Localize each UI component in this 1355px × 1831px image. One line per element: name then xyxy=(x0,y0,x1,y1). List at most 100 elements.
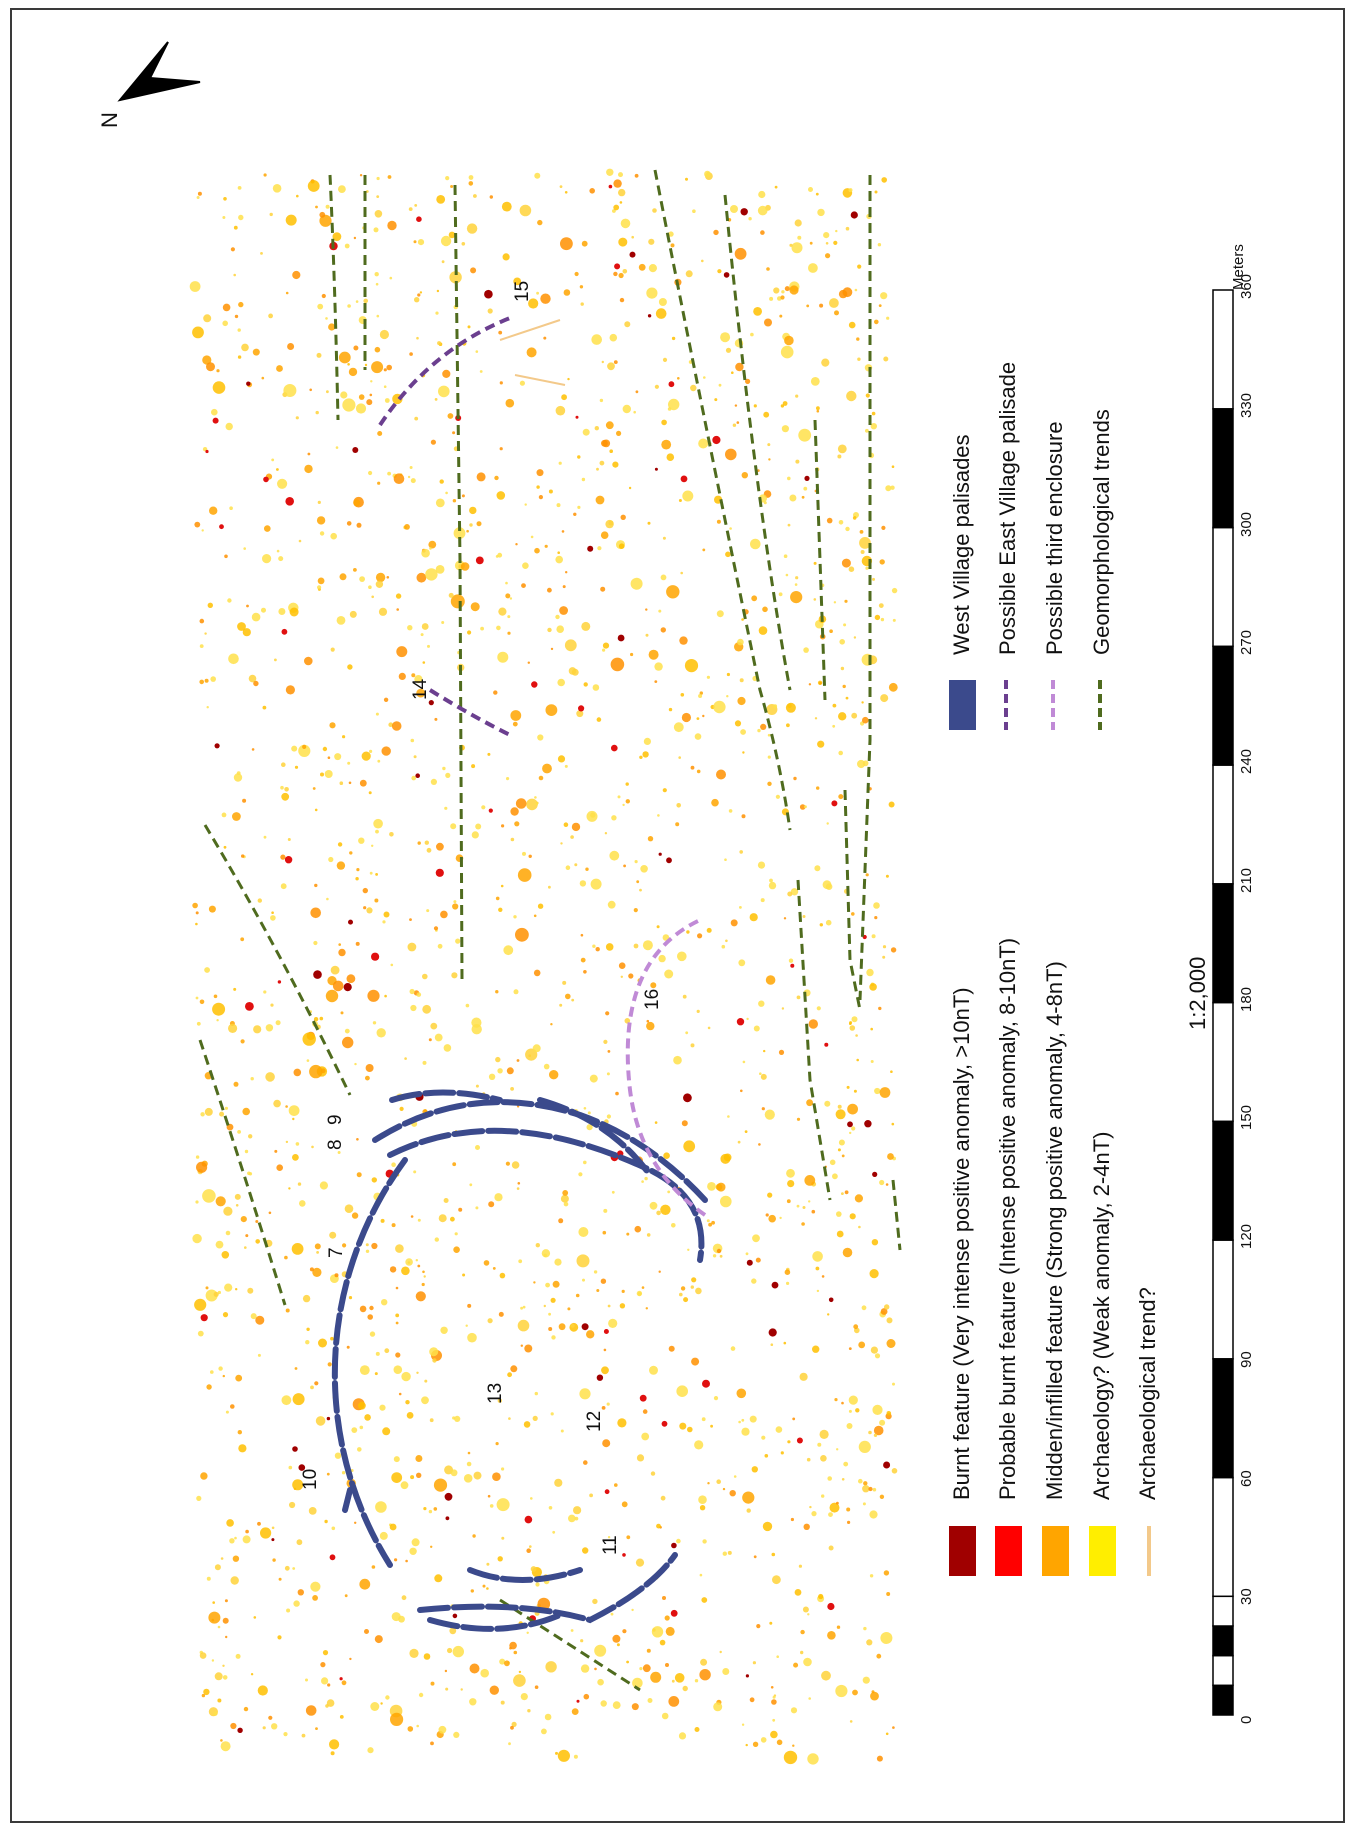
anomaly-dot xyxy=(819,923,823,927)
anomaly-dot xyxy=(365,1064,374,1072)
anomaly-dot xyxy=(245,1529,249,1534)
anomaly-dot xyxy=(454,1232,458,1236)
anomaly-dot xyxy=(280,785,284,790)
anomaly-dot xyxy=(534,1685,539,1689)
anomaly-dot xyxy=(668,398,680,411)
anomaly-dot xyxy=(326,897,329,901)
anomaly-dot xyxy=(721,944,726,949)
anomaly-dot xyxy=(641,1432,650,1441)
anomaly-dot xyxy=(526,347,537,358)
anomaly-dot xyxy=(707,1026,711,1030)
anomaly-dot xyxy=(854,288,858,292)
anomaly-dot xyxy=(395,1313,400,1318)
anomaly-dot xyxy=(613,360,618,364)
anomaly-dot xyxy=(240,1216,247,1223)
anomaly-dot xyxy=(395,1352,401,1358)
anomaly-dot xyxy=(716,1182,726,1192)
anomaly-dot xyxy=(758,1000,765,1007)
scale-segment xyxy=(1212,1654,1234,1687)
anomaly-dot xyxy=(197,191,202,196)
anomaly-dot xyxy=(292,1117,295,1121)
anomaly-dot xyxy=(410,478,416,484)
anomaly-dot xyxy=(271,911,274,914)
anomaly-dot xyxy=(836,1448,839,1451)
anomaly-dot xyxy=(522,562,529,569)
anomaly-dot xyxy=(414,416,419,421)
anomaly-dot xyxy=(562,585,566,589)
anomaly-dot xyxy=(359,1365,370,1375)
anomaly-dot xyxy=(199,679,204,685)
anomaly-dot xyxy=(783,1341,787,1345)
anomaly-dot xyxy=(873,902,880,909)
anomaly-dot xyxy=(685,270,693,278)
anomaly-dot xyxy=(701,1597,708,1603)
anomaly-dot xyxy=(487,1494,491,1498)
feature-label-10: 10 xyxy=(300,1468,321,1490)
anomaly-dot xyxy=(359,1305,367,1313)
anomaly-dot xyxy=(740,729,746,735)
anomaly-dot xyxy=(322,1650,329,1656)
anomaly-dot xyxy=(237,1130,242,1134)
anomaly-dot xyxy=(767,781,772,786)
anomaly-dot xyxy=(654,384,660,389)
anomaly-dot xyxy=(562,1190,569,1196)
anomaly-dot xyxy=(589,1493,593,1498)
anomaly-dot xyxy=(332,980,344,992)
anomaly-dot xyxy=(495,1056,501,1063)
anomaly-dot xyxy=(832,1173,838,1180)
anomaly-dot xyxy=(631,235,634,239)
anomaly-dot xyxy=(284,1255,288,1260)
scale-tick-label: 90 xyxy=(1238,1351,1255,1368)
anomaly-dot xyxy=(692,209,696,213)
burnt-anomaly-dot xyxy=(745,1674,750,1678)
anomaly-dot xyxy=(816,1289,820,1293)
anomaly-dot xyxy=(881,177,887,183)
anomaly-dot xyxy=(211,1618,215,1622)
anomaly-dot xyxy=(225,1635,228,1639)
anomaly-dot xyxy=(292,1393,305,1406)
anomaly-dot xyxy=(775,794,781,799)
anomaly-dot xyxy=(812,1251,823,1262)
anomaly-dot xyxy=(730,205,738,213)
anomaly-dot xyxy=(437,943,443,949)
anomaly-dot xyxy=(748,217,752,221)
anomaly-dot xyxy=(407,1726,414,1732)
anomaly-dot xyxy=(293,1068,302,1077)
anomaly-dot xyxy=(302,1032,316,1046)
anomaly-dot xyxy=(242,798,247,803)
anomaly-dot xyxy=(874,319,879,325)
anomaly-dot xyxy=(706,675,711,679)
anomaly-dot xyxy=(319,1016,324,1021)
anomaly-dot xyxy=(807,1613,810,1616)
anomaly-dot xyxy=(806,1457,811,1462)
anomaly-dot xyxy=(238,1444,247,1453)
anomaly-dot xyxy=(292,270,301,280)
anomaly-dot xyxy=(443,1198,449,1203)
anomaly-dot xyxy=(391,721,402,731)
anomaly-dot xyxy=(565,571,568,574)
anomaly-dot xyxy=(870,1346,879,1354)
anomaly-dot xyxy=(423,1653,431,1660)
anomaly-dot xyxy=(233,773,243,782)
anomaly-dot xyxy=(452,1162,457,1167)
anomaly-dot xyxy=(205,1286,209,1290)
burnt-anomaly-dot xyxy=(883,1461,891,1469)
anomaly-dot xyxy=(494,475,499,481)
anomaly-dot xyxy=(563,822,569,827)
anomaly-dot xyxy=(257,1353,261,1357)
anomaly-dot xyxy=(473,194,477,198)
anomaly-dot xyxy=(285,291,289,295)
anomaly-dot xyxy=(681,712,692,723)
anomaly-dot xyxy=(865,393,870,398)
anomaly-dot xyxy=(680,693,685,697)
anomaly-dot xyxy=(305,1340,310,1345)
anomaly-dot xyxy=(841,1192,844,1195)
burnt-anomaly-dot xyxy=(214,743,220,749)
scale-tick-label: 30 xyxy=(1238,1588,1255,1605)
anomaly-dot xyxy=(825,253,831,259)
scale-tick-label: 270 xyxy=(1238,629,1255,655)
anomaly-dot xyxy=(208,905,216,913)
anomaly-dot xyxy=(199,999,205,1005)
anomaly-dot xyxy=(686,930,690,934)
anomaly-dot xyxy=(434,717,438,721)
